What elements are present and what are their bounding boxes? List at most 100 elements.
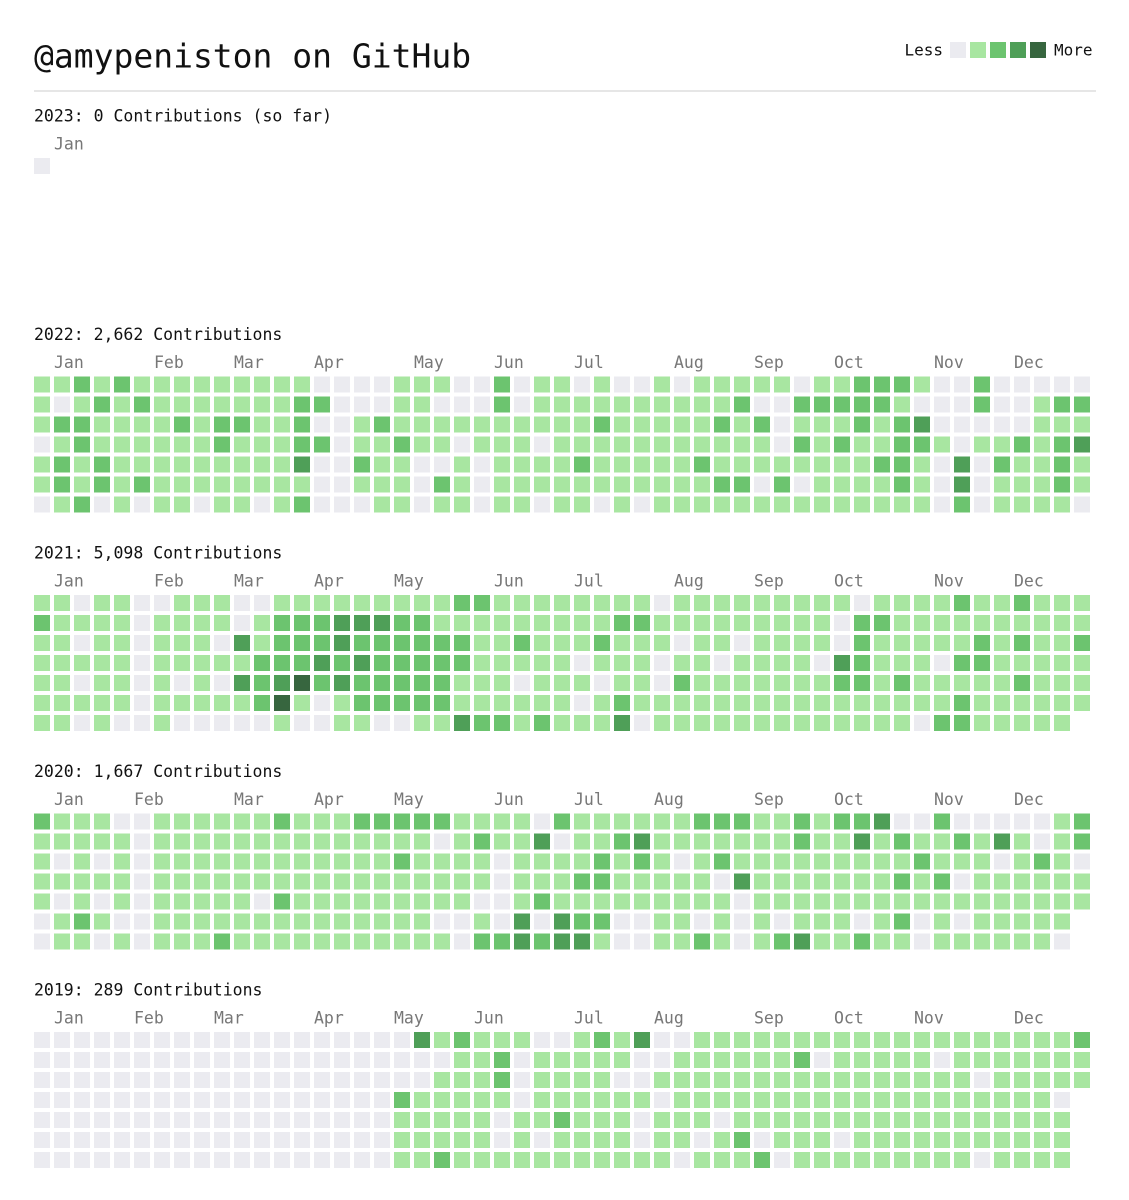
day-cell [334, 853, 350, 870]
day-cell [334, 436, 350, 453]
day-cell [754, 396, 770, 413]
day-cell [654, 695, 670, 711]
day-cell [534, 1032, 550, 1048]
day-cell [334, 913, 350, 930]
day-cell [554, 675, 570, 691]
day-cell [954, 675, 970, 691]
day-cell [654, 1092, 670, 1108]
legend-swatch [970, 42, 986, 58]
day-cell [594, 635, 610, 651]
day-cell [674, 913, 690, 930]
day-cell [194, 1132, 210, 1148]
day-cell [494, 635, 510, 651]
day-cell [254, 615, 270, 631]
day-cell [394, 615, 410, 631]
day-cell [894, 1132, 910, 1148]
day-cell [194, 1032, 210, 1048]
day-cell [454, 833, 470, 850]
day-cell [714, 615, 730, 631]
day-cell [954, 456, 970, 473]
day-cell [234, 893, 250, 910]
day-cell [134, 853, 150, 870]
day-cell [74, 1112, 90, 1128]
day-cell [994, 595, 1010, 611]
day-cell [674, 715, 690, 731]
day-cell [54, 376, 70, 393]
day-cell [414, 1072, 430, 1088]
day-cell [794, 1092, 810, 1108]
day-cell [274, 715, 290, 731]
day-cell [274, 396, 290, 413]
day-cell [734, 476, 750, 493]
day-cell [1034, 436, 1050, 453]
month-label: Nov [934, 353, 964, 372]
day-cell [1074, 416, 1090, 433]
day-cell [734, 1132, 750, 1148]
day-cell [374, 913, 390, 930]
day-cell [254, 933, 270, 950]
day-cell [134, 813, 150, 830]
day-cell [594, 396, 610, 413]
day-cell [314, 813, 330, 830]
day-cell [454, 376, 470, 393]
day-cell [294, 873, 310, 890]
day-cell [534, 715, 550, 731]
day-cell [254, 496, 270, 513]
day-cell [354, 853, 370, 870]
day-cell [254, 1032, 270, 1048]
day-cell [1054, 893, 1070, 910]
day-cell [554, 1112, 570, 1128]
day-cell [614, 635, 630, 651]
day-cell [674, 595, 690, 611]
month-label: Aug [654, 1009, 684, 1028]
day-cell [954, 476, 970, 493]
day-cell [1034, 635, 1050, 651]
month-label: Mar [214, 1009, 244, 1028]
day-cell [114, 456, 130, 473]
day-cell [974, 615, 990, 631]
day-cell [774, 1112, 790, 1128]
day-cell [494, 1072, 510, 1088]
day-cell [394, 416, 410, 433]
day-cell [874, 416, 890, 433]
day-cell [894, 893, 910, 910]
day-cell [854, 436, 870, 453]
month-label: Jan [54, 572, 84, 591]
day-cell [754, 1152, 770, 1168]
day-cell [274, 873, 290, 890]
day-cell [714, 813, 730, 830]
day-cell [874, 635, 890, 651]
day-cell [814, 1032, 830, 1048]
day-cell [734, 376, 750, 393]
day-cell [894, 873, 910, 890]
day-cell [914, 496, 930, 513]
day-cell [294, 695, 310, 711]
day-cell [354, 396, 370, 413]
day-cell [234, 396, 250, 413]
day-cell [114, 675, 130, 691]
day-cell [434, 1032, 450, 1048]
month-label: Jul [574, 353, 604, 372]
day-cell [474, 695, 490, 711]
day-cell [314, 1032, 330, 1048]
day-cell [1034, 1112, 1050, 1128]
month-label: Oct [834, 1009, 864, 1028]
month-label: Sep [754, 790, 784, 809]
day-cell [34, 158, 50, 174]
day-cell [594, 913, 610, 930]
day-cell [894, 1152, 910, 1168]
day-cell [54, 655, 70, 671]
day-cell [554, 715, 570, 731]
day-cell [554, 813, 570, 830]
day-cell [914, 1132, 930, 1148]
day-cell [454, 1112, 470, 1128]
day-cell [574, 496, 590, 513]
day-cell [714, 595, 730, 611]
day-cell [974, 853, 990, 870]
day-cell [594, 496, 610, 513]
day-cell [454, 873, 470, 890]
day-cell [814, 853, 830, 870]
month-label: Aug [674, 572, 704, 591]
day-cell [554, 376, 570, 393]
day-cell [474, 456, 490, 473]
